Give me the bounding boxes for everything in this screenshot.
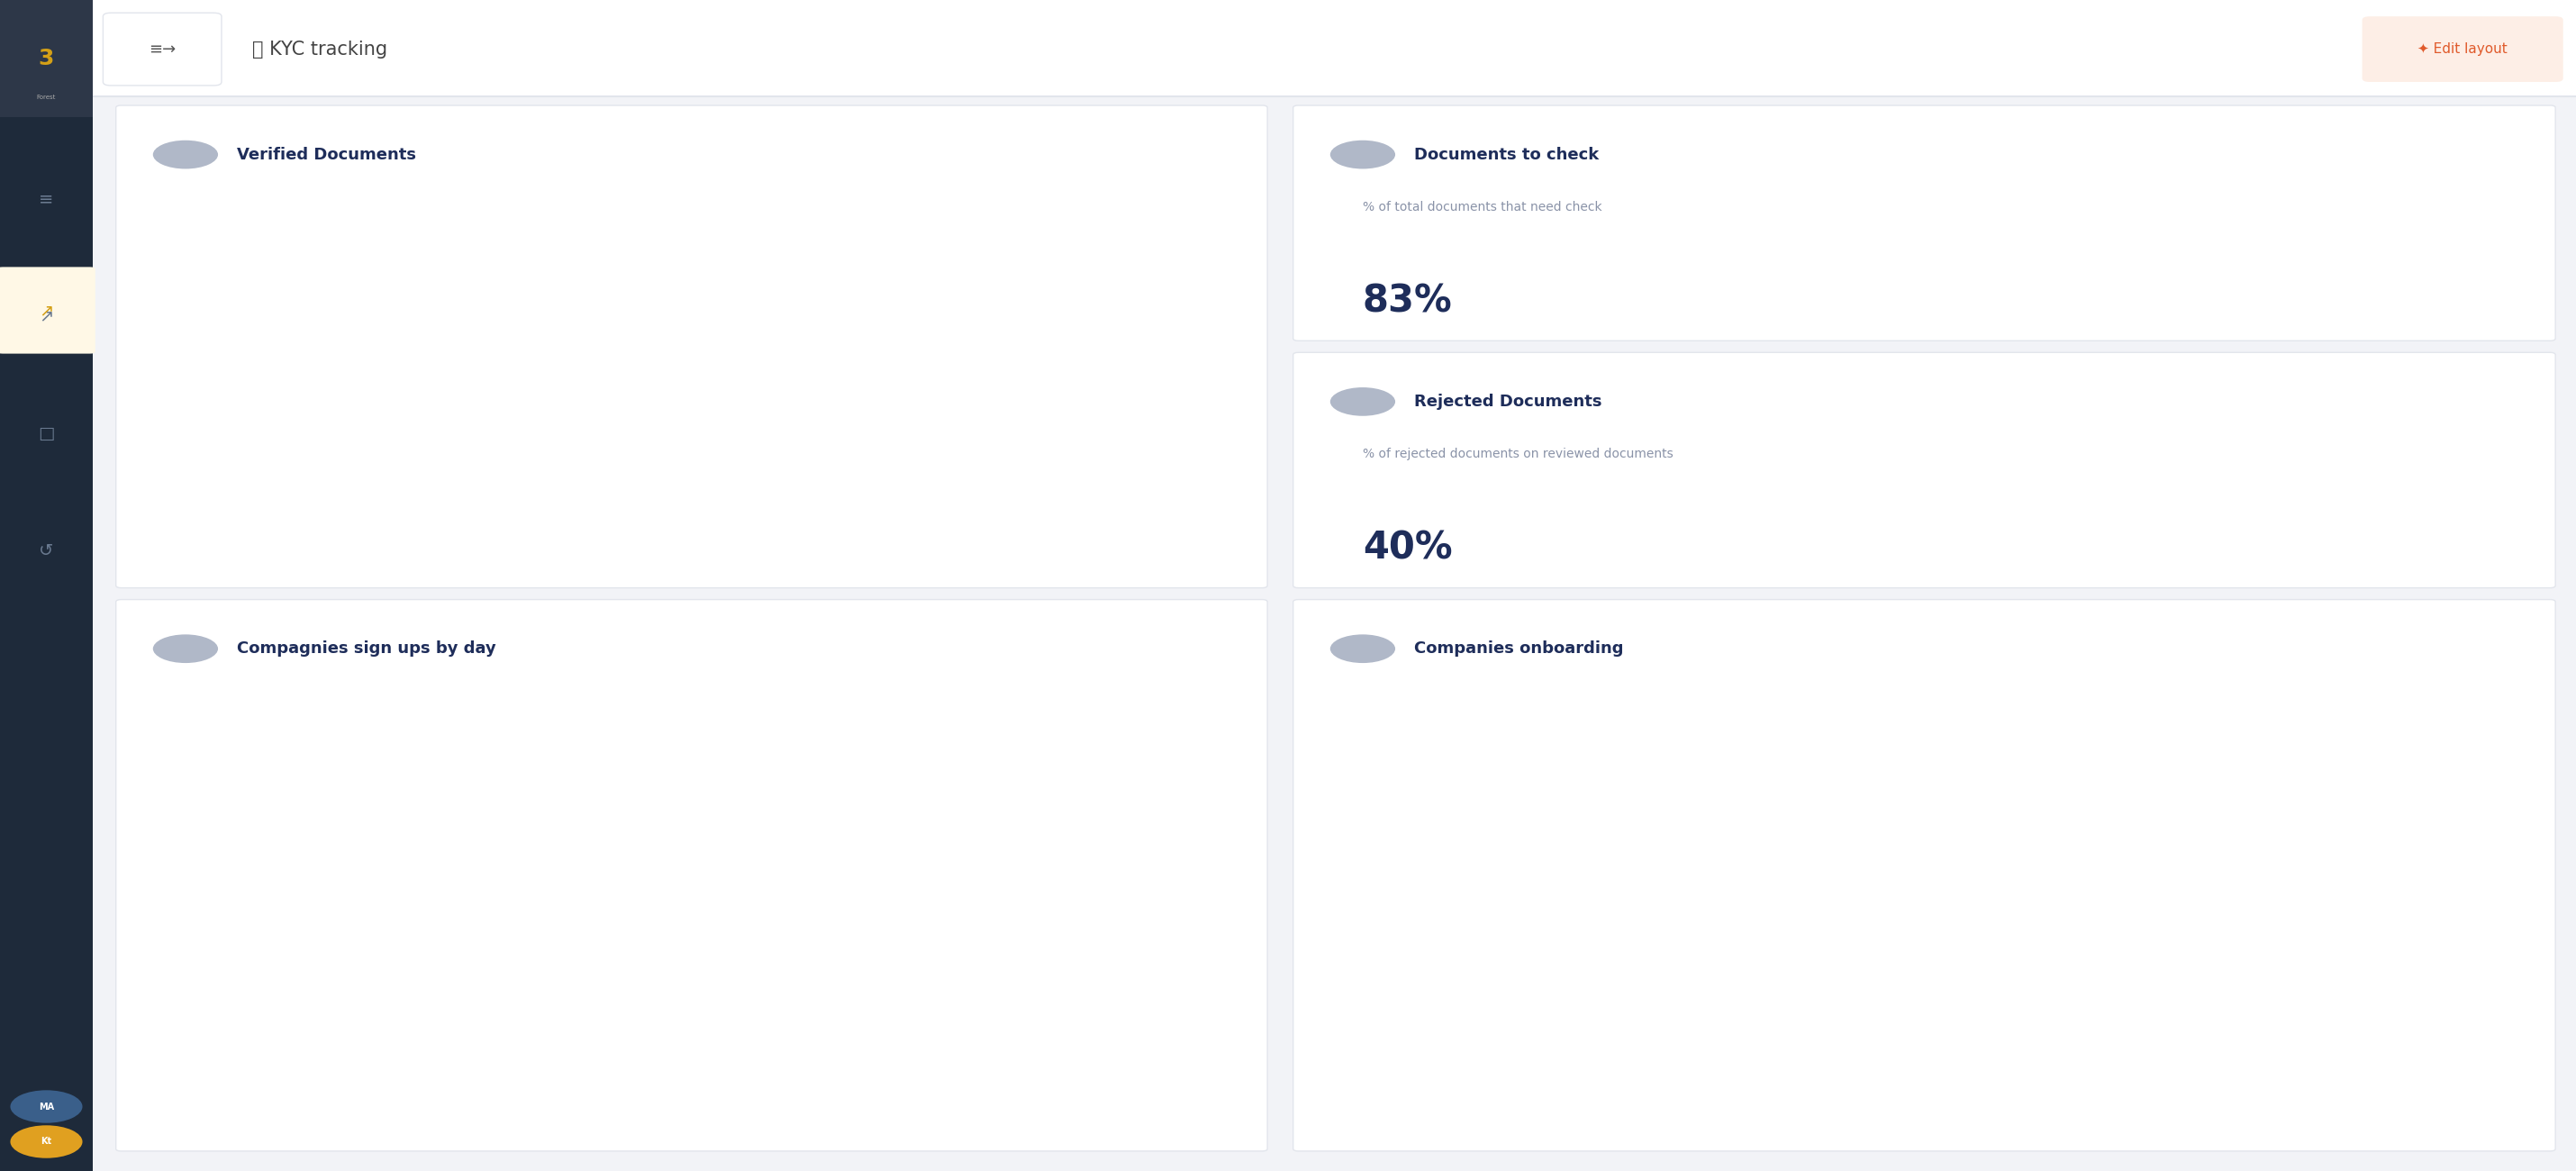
Text: % of rejected documents on reviewed documents: % of rejected documents on reviewed docu…: [1363, 448, 1674, 460]
Wedge shape: [1785, 841, 1855, 952]
Legend: null, true, false: null, true, false: [590, 560, 793, 584]
Text: 40%: 40%: [1363, 529, 1453, 567]
Text: 3: 3: [39, 48, 54, 69]
Wedge shape: [564, 244, 819, 497]
Text: 83%: 83%: [1363, 282, 1453, 320]
Text: ✦ Edit layout: ✦ Edit layout: [2419, 42, 2506, 56]
Text: ≡→: ≡→: [149, 41, 175, 57]
Text: ↗: ↗: [39, 308, 54, 324]
Text: MA: MA: [39, 1102, 54, 1111]
Text: ≡: ≡: [39, 191, 54, 207]
Text: ↗: ↗: [39, 302, 54, 319]
Text: Forest: Forest: [36, 95, 57, 100]
Wedge shape: [693, 244, 778, 322]
Text: Compagnies sign ups by day: Compagnies sign ups by day: [237, 641, 497, 657]
Text: Rejected Documents: Rejected Documents: [1414, 393, 1602, 410]
Text: Companies onboarding: Companies onboarding: [1414, 641, 1623, 657]
Text: ↺: ↺: [39, 542, 54, 559]
Text: □: □: [39, 425, 54, 441]
Text: 🖨 KYC tracking: 🖨 KYC tracking: [252, 40, 386, 59]
Text: Verified Documents: Verified Documents: [237, 146, 417, 163]
Text: Documents to check: Documents to check: [1414, 146, 1600, 163]
Wedge shape: [1816, 916, 1953, 987]
Text: % of total documents that need check: % of total documents that need check: [1363, 201, 1602, 213]
Wedge shape: [1790, 763, 1899, 857]
Legend: live, pending, rejected, approved, signed_up: live, pending, rejected, approved, signe…: [1721, 1030, 2076, 1071]
Wedge shape: [737, 278, 819, 370]
Wedge shape: [1899, 763, 2007, 857]
Text: Kt: Kt: [41, 1137, 52, 1146]
Wedge shape: [1927, 841, 2012, 974]
